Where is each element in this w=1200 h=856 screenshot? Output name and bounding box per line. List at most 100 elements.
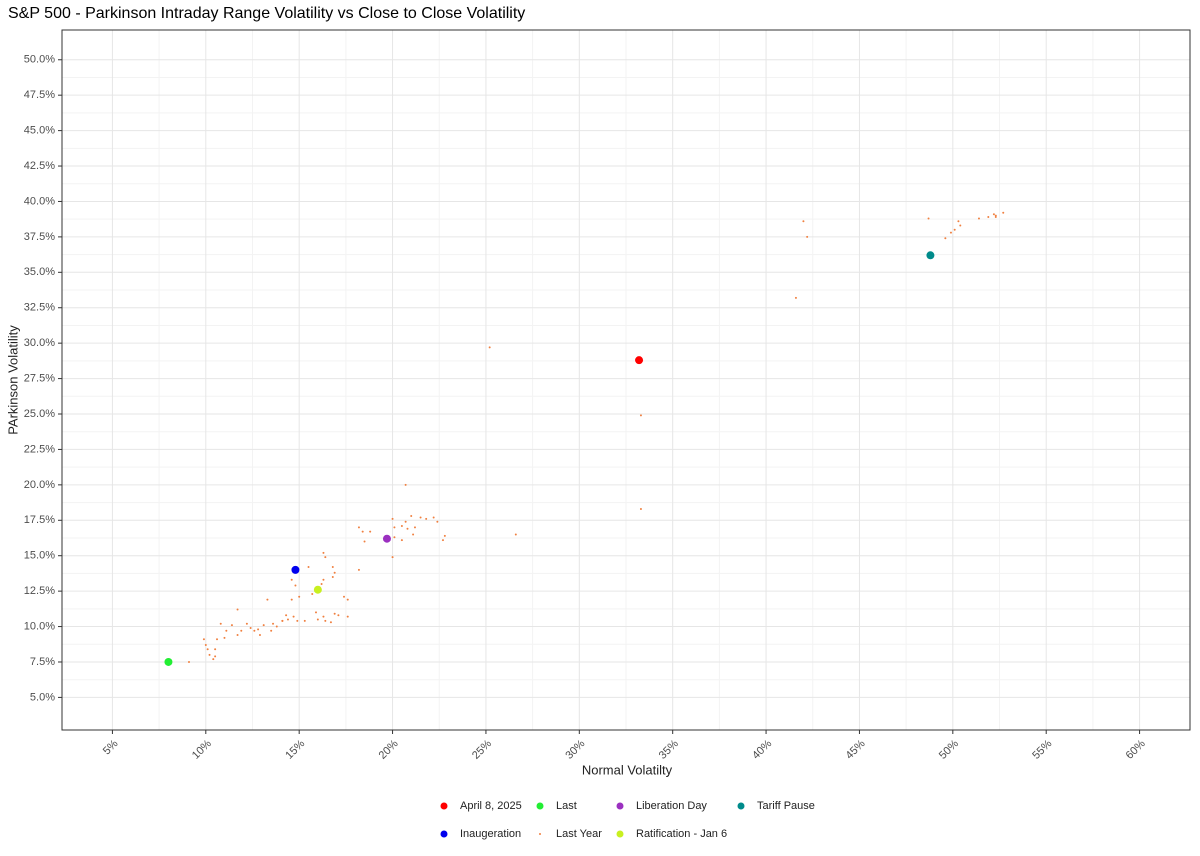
point bbox=[346, 615, 349, 618]
x-axis-title: Normal Volatilty bbox=[582, 762, 673, 777]
point bbox=[258, 634, 261, 637]
point bbox=[927, 217, 930, 220]
point bbox=[987, 216, 990, 219]
point bbox=[285, 614, 288, 617]
point bbox=[313, 585, 322, 594]
point bbox=[363, 540, 366, 543]
x-tick-label: 10% bbox=[190, 738, 214, 762]
point bbox=[208, 653, 211, 656]
point bbox=[488, 346, 491, 349]
y-tick-label: 25.0% bbox=[24, 408, 55, 420]
point bbox=[230, 624, 233, 627]
point bbox=[275, 625, 278, 628]
point bbox=[357, 568, 360, 571]
point bbox=[391, 556, 394, 559]
point bbox=[331, 566, 334, 569]
x-tick-label: 5% bbox=[101, 738, 121, 758]
legend-marker bbox=[737, 802, 745, 810]
point bbox=[949, 231, 952, 234]
point bbox=[410, 515, 413, 518]
y-tick-label: 22.5% bbox=[24, 443, 55, 455]
x-tick-label: 45% bbox=[844, 738, 868, 762]
point bbox=[992, 213, 995, 216]
y-tick-label: 37.5% bbox=[24, 231, 55, 243]
legend-marker bbox=[440, 830, 448, 838]
y-axis-title: PArkinson Volatility bbox=[5, 325, 20, 435]
point bbox=[322, 551, 325, 554]
y-tick-label: 5.0% bbox=[30, 691, 55, 703]
legend-label: Inaugeration bbox=[460, 828, 521, 840]
point bbox=[333, 612, 336, 615]
point bbox=[320, 583, 323, 586]
point bbox=[944, 237, 947, 240]
point bbox=[406, 527, 409, 530]
y-tick-label: 35.0% bbox=[24, 266, 55, 278]
point bbox=[802, 220, 805, 223]
point bbox=[286, 618, 289, 621]
point bbox=[337, 614, 340, 617]
point bbox=[357, 526, 360, 529]
point bbox=[432, 516, 435, 519]
point bbox=[346, 598, 349, 601]
point bbox=[953, 228, 956, 231]
point bbox=[994, 216, 997, 219]
point bbox=[333, 571, 336, 574]
legend-marker bbox=[440, 802, 448, 810]
legend-marker bbox=[536, 802, 544, 810]
x-tick-label: 20% bbox=[377, 738, 401, 762]
point bbox=[994, 214, 997, 217]
point bbox=[959, 224, 962, 227]
y-tick-label: 12.5% bbox=[24, 585, 55, 597]
point bbox=[290, 578, 293, 581]
y-tick-label: 20.0% bbox=[24, 479, 55, 491]
point bbox=[298, 595, 301, 598]
legend-label: Last Year bbox=[556, 828, 602, 840]
point bbox=[514, 533, 517, 536]
y-tick-label: 15.0% bbox=[24, 550, 55, 562]
y-tick-label: 32.5% bbox=[24, 302, 55, 314]
y-tick-label: 50.0% bbox=[24, 54, 55, 66]
point bbox=[307, 566, 310, 569]
legend-label: April 8, 2025 bbox=[460, 800, 522, 812]
point bbox=[441, 539, 444, 542]
point bbox=[393, 526, 396, 529]
point bbox=[400, 524, 403, 527]
point bbox=[412, 533, 415, 536]
y-tick-label: 42.5% bbox=[24, 160, 55, 172]
x-tick-label: 55% bbox=[1030, 738, 1054, 762]
point bbox=[236, 608, 239, 611]
point bbox=[270, 629, 273, 632]
point bbox=[225, 629, 228, 632]
point bbox=[404, 520, 407, 523]
point bbox=[382, 534, 391, 543]
x-tick-label: 50% bbox=[937, 738, 961, 762]
legend-label: Last bbox=[556, 800, 577, 812]
x-tick-label: 30% bbox=[563, 738, 587, 762]
point bbox=[324, 619, 327, 622]
point bbox=[214, 648, 217, 651]
point bbox=[206, 648, 209, 651]
point bbox=[257, 628, 260, 631]
point bbox=[245, 622, 248, 625]
y-tick-label: 7.5% bbox=[30, 656, 55, 668]
point bbox=[436, 520, 439, 523]
plot-border bbox=[61, 29, 1191, 731]
point bbox=[400, 539, 403, 542]
legend-label: Ratification - Jan 6 bbox=[636, 828, 727, 840]
x-tick-label: 40% bbox=[750, 738, 774, 762]
point bbox=[957, 220, 960, 223]
point bbox=[266, 598, 269, 601]
point bbox=[214, 655, 217, 658]
chart-title: S&P 500 - Parkinson Intraday Range Volat… bbox=[8, 5, 525, 22]
point bbox=[393, 536, 396, 539]
point bbox=[187, 660, 190, 663]
x-tick-label: 15% bbox=[283, 738, 307, 762]
point bbox=[262, 624, 265, 627]
point bbox=[322, 578, 325, 581]
point bbox=[324, 556, 327, 559]
point bbox=[281, 619, 284, 622]
point bbox=[322, 615, 325, 618]
point bbox=[204, 643, 207, 646]
point bbox=[314, 611, 317, 614]
point bbox=[219, 622, 222, 625]
